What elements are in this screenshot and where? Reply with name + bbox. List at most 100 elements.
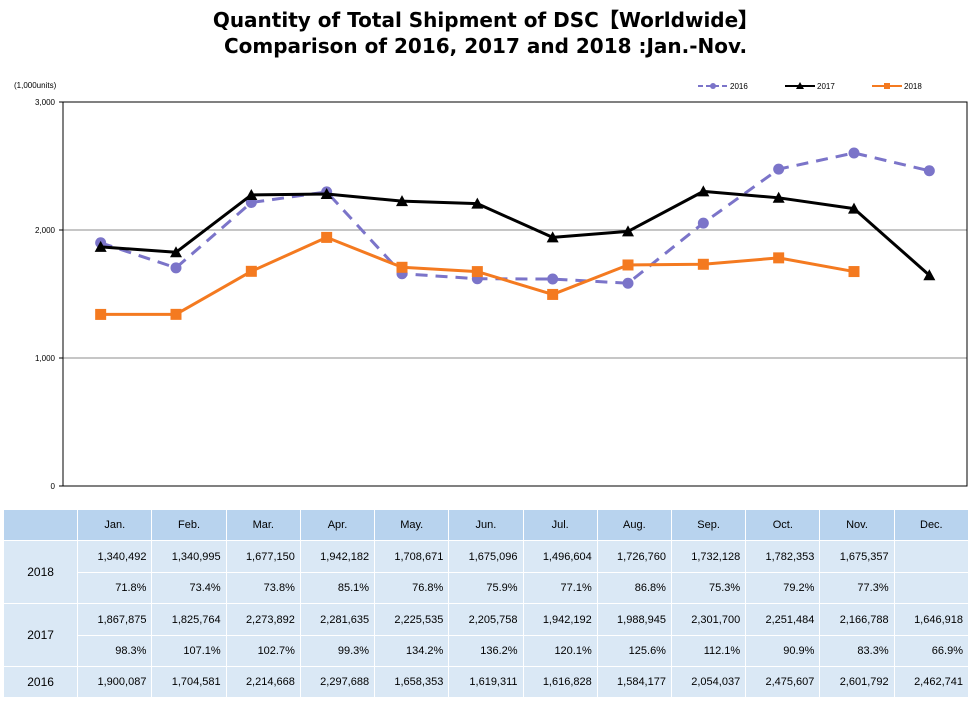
ratio-cell: 79.2% (745, 572, 821, 604)
ratio-cell: 98.3% (77, 635, 153, 667)
ratio-cell: 90.9% (745, 635, 821, 667)
chart-title-line1: Quantity of Total Shipment of DSC【Worldw… (212, 8, 759, 32)
table-header-month: Nov. (819, 509, 895, 541)
legend-marker (710, 83, 716, 89)
ratio-cell: 102.7% (225, 635, 301, 667)
data-point-2017 (94, 240, 107, 252)
table-header-month: Sep. (670, 509, 747, 541)
legend-label: 2016 (730, 82, 748, 91)
data-point-2016 (170, 262, 182, 274)
y-tick-label: 2,000 (35, 226, 56, 235)
data-point-2017 (245, 188, 258, 200)
value-cell: 1,619,311 (448, 666, 524, 698)
ratio-cell: 77.1% (522, 572, 598, 604)
value-cell: 2,297,688 (299, 666, 376, 698)
value-cell: 1,942,182 (299, 540, 376, 573)
table-header-month: Apr. (299, 509, 376, 541)
ratio-cell: 107.1% (151, 635, 227, 667)
value-cell: 1,340,492 (77, 540, 153, 573)
data-point-2017 (848, 202, 860, 214)
value-cell: 1,584,177 (596, 666, 672, 698)
data-point-2016 (923, 165, 935, 177)
data-point-2018 (396, 261, 408, 273)
ratio-cell: 73.4% (151, 572, 227, 604)
table-row: 2017 1,867,875 1,825,764 2,273,892 2,281,635… (2, 603, 970, 667)
data-point-2017 (471, 197, 484, 209)
ratio-cell: 86.8% (596, 572, 672, 604)
data-point-2016 (773, 163, 785, 175)
value-cell: 2,281,635 (299, 603, 376, 636)
ratio-cell: 71.8% (77, 572, 153, 604)
ratio-cell: 66.9% (893, 635, 970, 667)
gridlines (63, 101, 967, 359)
legend-marker (884, 83, 890, 89)
value-cell: 1,825,764 (151, 603, 227, 636)
table-header-month: Feb. (151, 509, 227, 541)
value-cell: 2,601,792 (819, 666, 895, 698)
data-table: Jan. Feb. Mar. Apr. May. Jun. Jul. Aug. Sep. Oct.… (2, 509, 970, 698)
data-point-2017 (923, 269, 936, 281)
data-point-2016 (697, 217, 709, 229)
data-point-2016 (547, 273, 559, 285)
data-point-2017 (396, 195, 408, 207)
table-header-month: Mar. (225, 509, 301, 541)
value-cell: 2,205,758 (448, 603, 524, 636)
series-line-2017 (100, 189, 931, 277)
table-body: 2018 1,340,492 1,340,995 1,677,150 1,942,182… (2, 540, 970, 698)
value-cell: 1,900,087 (77, 666, 153, 698)
value-cell: 1,646,918 (893, 603, 970, 636)
value-cell: 1,726,760 (596, 540, 672, 573)
legend-item-2018: 2018 (872, 82, 922, 91)
value-cell: 1,675,096 (448, 540, 524, 573)
value-cell: 1,732,128 (670, 540, 747, 573)
data-point-2017 (546, 231, 559, 243)
data-point-2018 (547, 288, 559, 300)
legend-item-2017: 2017 (785, 82, 835, 91)
value-cell: 2,475,607 (745, 666, 821, 698)
table-row-ratio: 98.3% 107.1% 102.7% 99.3% 134.2% 136.2% 120.1%… (4, 635, 970, 667)
value-cell: 1,616,828 (522, 666, 598, 698)
value-cell: 2,251,484 (745, 603, 821, 636)
table-header-month: May. (374, 509, 450, 541)
axes: 0 1,000 2,000 3,000 (35, 98, 968, 491)
ratio-cell: 134.2% (374, 635, 450, 667)
table-row: 2016 1,900,087 1,704,581 2,214,668 2,297,688… (2, 666, 970, 698)
data-point-2017 (320, 187, 333, 199)
ratio-cell: 75.9% (448, 572, 524, 604)
ratio-cell: 99.3% (299, 635, 376, 667)
table-row: 2018 1,340,492 1,340,995 1,677,150 1,942,182… (2, 540, 970, 604)
value-cell: 2,166,788 (819, 603, 895, 636)
data-point-2018 (245, 265, 257, 277)
table-corner-cell (2, 509, 79, 541)
legend-marker (796, 82, 804, 89)
table-row-ratio: 71.8% 73.4% 73.8% 85.1% 76.8% 75.9% 77.1% 86.8%… (4, 572, 970, 604)
data-point-2018 (321, 231, 333, 243)
ratio-cell: 125.6% (596, 635, 672, 667)
data-point-2017 (772, 191, 785, 203)
data-point-2018 (622, 259, 634, 271)
value-cell: 1,496,604 (522, 540, 598, 573)
ratio-cell: 75.3% (670, 572, 747, 604)
year-label: 2018 (2, 540, 79, 604)
table-header-month: Dec. (893, 509, 970, 541)
data-point-2016 (848, 147, 860, 159)
value-cell: 1,658,353 (374, 666, 450, 698)
value-cell (893, 540, 970, 573)
legend-label: 2017 (817, 82, 835, 91)
value-cell: 1,675,357 (819, 540, 895, 573)
data-point-2018 (848, 266, 860, 278)
data-point-2018 (697, 258, 709, 270)
value-cell: 1,942,192 (522, 603, 598, 636)
ratio-cell (893, 572, 970, 604)
table-header-month: Jan. (77, 509, 153, 541)
data-point-2016 (622, 277, 634, 289)
data-point-2018 (170, 308, 182, 320)
series-2017 (94, 185, 936, 281)
value-cell: 2,462,741 (893, 666, 970, 698)
ratio-cell: 76.8% (374, 572, 450, 604)
y-tick-label: 1,000 (35, 354, 56, 363)
value-cell: 1,708,671 (374, 540, 450, 573)
series-lines (94, 147, 936, 320)
value-cell: 1,677,150 (225, 540, 301, 573)
table-header-month: Aug. (596, 509, 672, 541)
